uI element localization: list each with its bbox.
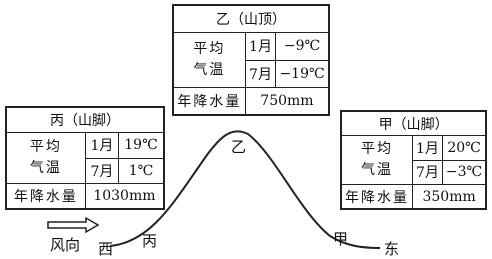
east-label: 东 [384,238,399,259]
precip-label: 年降水量 [341,185,413,210]
table-title: 丙（山脚） [6,107,164,133]
month: 7月 [413,160,443,185]
month: 7月 [245,60,275,88]
right-foot-label: 甲 [333,228,348,249]
left-foot-label: 丙 [142,230,157,251]
temperature: −9℃ [276,33,329,61]
temp-label-line: 平均 [345,139,409,160]
temperature: 1℃ [119,158,164,184]
temp-label-line: 气温 [10,158,82,179]
temp-label: 平均气温 [6,133,85,184]
precip-label: 年降水量 [6,184,85,210]
temp-label: 平均气温 [173,33,245,88]
table-title: 甲（山脚） [341,111,486,136]
table-title: 乙（山顶） [173,5,329,33]
temperature: 20℃ [442,136,486,161]
temp-label-line: 气温 [345,160,409,181]
precip-label: 年降水量 [173,88,245,116]
table-row: 丙（山脚） [6,107,164,133]
temp-label: 平均气温 [341,136,413,185]
temp-label-line: 气温 [177,60,242,81]
month: 1月 [245,33,275,61]
wind-label: 风向 [50,234,80,255]
wind-arrow [48,218,98,232]
peak-label: 乙 [231,136,246,157]
precip-value: 1030mm [85,184,164,210]
temperature: −3℃ [442,160,486,185]
west-label: 西 [98,238,113,259]
month: 1月 [85,133,118,159]
temp-label-line: 平均 [177,39,242,60]
table-row: 甲（山脚） [341,111,486,136]
precip-value: 350mm [413,185,487,210]
temperature: 19℃ [119,133,164,159]
month: 7月 [85,158,118,184]
table-row: 乙（山顶） [173,5,329,33]
diagram: 乙（山顶）平均气温1月−9℃7月−19℃年降水量750mm 丙（山脚）平均气温1… [0,0,492,258]
month: 1月 [413,136,443,161]
precip-value: 750mm [245,88,329,116]
temp-label-line: 平均 [10,137,82,158]
temperature: −19℃ [276,60,329,88]
